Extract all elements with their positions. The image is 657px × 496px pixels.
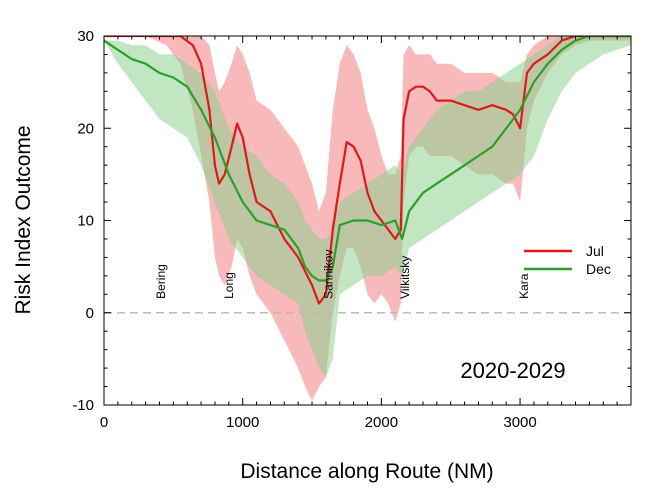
place-label-sannikov: Sannikov bbox=[322, 250, 336, 299]
y-tick-label: 0 bbox=[86, 305, 94, 322]
place-label-vilkitsky: Vilkitsky bbox=[398, 256, 412, 299]
x-axis-label: Distance along Route (NM) bbox=[240, 460, 493, 483]
y-tick-label: 10 bbox=[77, 213, 94, 230]
band-dec bbox=[104, 36, 631, 378]
place-labels: Bering Long Sannikov Vilkitsky Kara bbox=[154, 250, 531, 299]
place-label-long: Long bbox=[222, 272, 236, 299]
line-jul bbox=[104, 36, 631, 305]
legend-label-dec: Dec bbox=[586, 261, 611, 277]
y-tick-label: -10 bbox=[72, 397, 94, 414]
legend-label-jul: Jul bbox=[586, 243, 604, 259]
axis-ticks: 0 1000 2000 3000 -10 0 10 20 30 bbox=[72, 28, 632, 431]
place-label-bering: Bering bbox=[154, 264, 168, 299]
place-label-kara: Kara bbox=[517, 273, 531, 299]
y-axis-label: Risk Index Outcome bbox=[12, 125, 35, 314]
line-dec bbox=[104, 36, 631, 282]
x-tick-label: 0 bbox=[100, 414, 108, 431]
y-tick-label: 20 bbox=[77, 120, 94, 137]
x-tick-label: 1000 bbox=[226, 414, 259, 431]
x-tick-label: 3000 bbox=[503, 414, 536, 431]
annotation-period: 2020-2029 bbox=[460, 358, 565, 383]
x-tick-label: 2000 bbox=[365, 414, 398, 431]
uncertainty-bands bbox=[104, 36, 631, 401]
y-tick-label: 30 bbox=[77, 28, 94, 45]
series-lines bbox=[104, 36, 631, 305]
legend: Jul Dec bbox=[524, 243, 611, 277]
